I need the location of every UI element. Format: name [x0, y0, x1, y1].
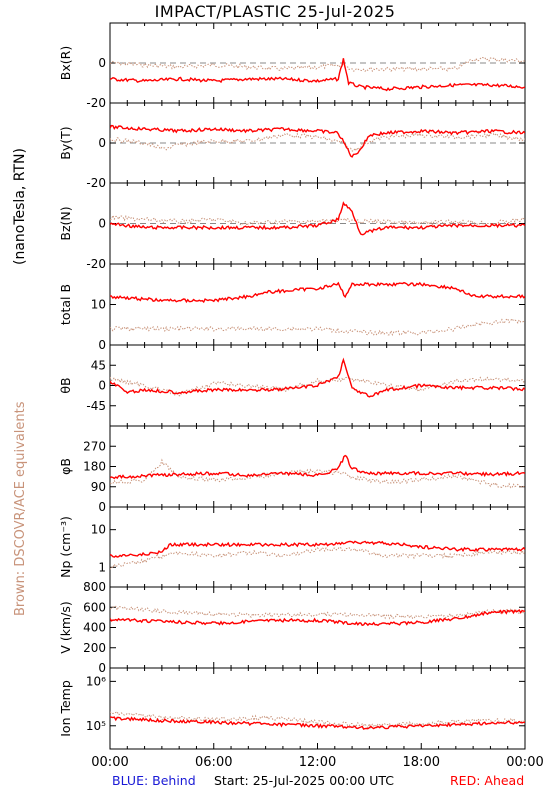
series-ahead-v: [110, 609, 525, 627]
series-equivalent-bz: [110, 214, 525, 227]
y-tick-label: 10: [91, 298, 106, 312]
x-tick-label: 00:00: [91, 755, 128, 770]
y-tick-label: 0: [98, 338, 106, 352]
y-axis-label-btotal: total B: [58, 284, 73, 325]
y-tick-label: 0: [98, 217, 106, 231]
y-tick-label: 0: [98, 379, 106, 393]
panel-frame-np: [109, 506, 526, 588]
y-axis-label-phi: φB: [58, 458, 73, 475]
y-tick-label: -20: [86, 176, 106, 190]
panel-frame-iontemp: [109, 667, 526, 750]
series-equivalent-btotal: [110, 317, 525, 337]
y-tick-label: -20: [86, 96, 106, 110]
x-tick-label: 18:00: [403, 755, 440, 770]
y-tick-label: 200: [83, 641, 106, 655]
y-axis-label-theta: θB: [58, 377, 73, 393]
y-tick-label: 1: [98, 560, 106, 574]
y-tick-label: 600: [83, 600, 106, 614]
legend-behind: BLUE: Behind: [112, 773, 196, 788]
panel-frame-v: [109, 586, 526, 669]
y-tick-label: 45: [91, 358, 106, 372]
y-tick-label: 0: [98, 56, 106, 70]
y-tick-label: 800: [83, 580, 106, 594]
series-equivalent-v: [110, 605, 525, 620]
series-ahead-np: [110, 540, 525, 558]
y-tick-label: -20: [86, 257, 106, 271]
x-tick-label: 06:00: [195, 755, 232, 770]
panel-frame-btotal: [109, 263, 526, 346]
y-tick-label: 10⁵: [86, 719, 106, 733]
y-tick-label: 0: [98, 500, 106, 514]
legend-ahead: RED: Ahead: [450, 773, 525, 788]
series-ahead-btotal: [110, 281, 525, 304]
y-tick-label: 400: [83, 621, 106, 635]
series-equivalent-by: [110, 132, 525, 152]
panel-frame-phi: [109, 425, 526, 508]
y-tick-label: 90: [91, 480, 106, 494]
series-ahead-bx: [110, 58, 525, 92]
y-axis-label-by: By(T): [58, 126, 73, 159]
y-tick-label: 0: [98, 661, 106, 675]
y-axis-label-bz: Bz(N): [58, 206, 73, 240]
y-tick-label: 0: [98, 136, 106, 150]
x-tick-label: 12:00: [299, 755, 336, 770]
y-tick-label: 180: [83, 460, 106, 474]
series-equivalent-theta: [110, 376, 525, 397]
series-ahead-iontemp: [110, 716, 525, 730]
chart-title: IMPACT/PLASTIC 25-Jul-2025: [154, 2, 396, 21]
series-equivalent-phi: [110, 458, 525, 489]
equivalents-side-label: Brown: DSCOVR/ACE equivalents: [13, 401, 28, 616]
series-ahead-bz: [110, 201, 525, 236]
series-equivalent-np: [110, 546, 525, 570]
y-axis-label-np: Np (cm⁻³): [58, 516, 73, 578]
y-axis-label-v: V (km/s): [58, 601, 73, 653]
y-tick-label: -45: [86, 399, 106, 413]
series-ahead-by: [110, 124, 525, 158]
legend-start-time: Start: 25-Jul-2025 00:00 UTC: [214, 773, 394, 788]
y-tick-label: 10⁶: [86, 674, 106, 688]
x-tick-label: 00:00: [506, 755, 543, 770]
y-tick-label: 10: [91, 523, 106, 537]
series-ahead-phi: [110, 454, 525, 480]
units-side-label: (nanoTesla, RTN): [12, 148, 28, 265]
y-axis-label-bx: Bx(R): [58, 46, 73, 80]
series-ahead-theta: [110, 357, 525, 398]
y-axis-label-iontemp: Ion Temp: [58, 680, 73, 737]
series-equivalent-bx: [110, 56, 525, 73]
y-tick-label: 270: [83, 439, 106, 453]
